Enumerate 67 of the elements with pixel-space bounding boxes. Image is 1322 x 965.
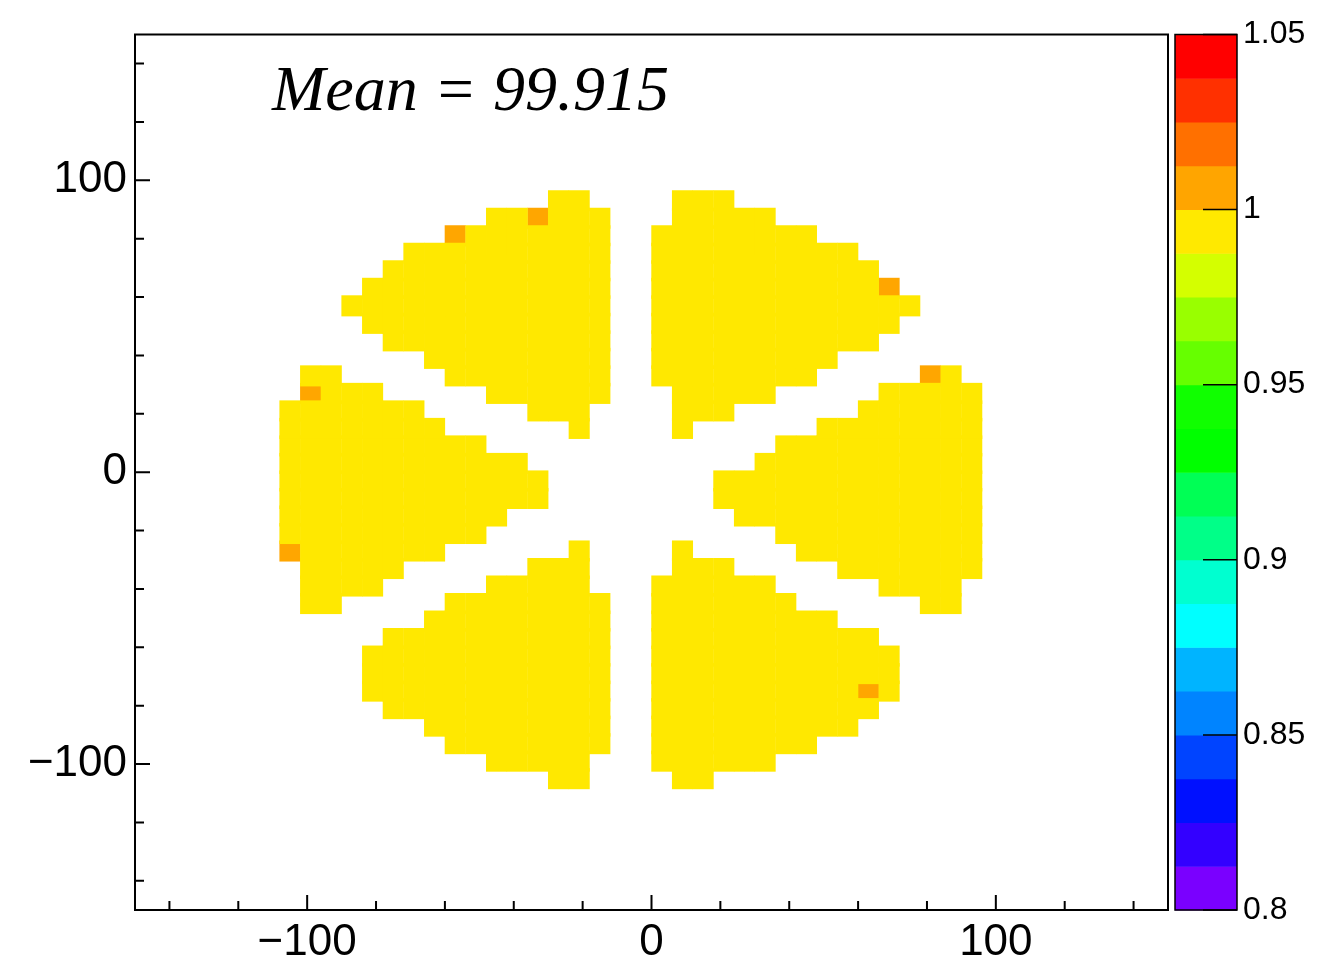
x-tick-label: 100 — [959, 914, 1033, 964]
point — [362, 277, 384, 299]
point — [320, 365, 342, 387]
point — [424, 610, 446, 632]
point — [589, 207, 611, 229]
point — [733, 207, 756, 229]
point — [878, 295, 900, 317]
point — [486, 207, 508, 229]
point — [382, 400, 404, 422]
point — [878, 382, 900, 404]
point — [589, 593, 611, 615]
color-bar-label: 0.9 — [1243, 539, 1288, 576]
point — [816, 242, 838, 264]
point — [651, 225, 673, 247]
color-bar-label: 0.85 — [1243, 714, 1306, 751]
point — [341, 295, 363, 317]
point — [506, 207, 528, 229]
point — [754, 452, 776, 474]
point — [382, 628, 404, 650]
point — [919, 382, 941, 404]
point — [444, 593, 466, 615]
x-tick-label: 0 — [639, 914, 664, 964]
y-tick-label: 100 — [53, 152, 127, 202]
point — [362, 645, 384, 667]
point — [424, 417, 446, 439]
point — [899, 295, 921, 317]
y-tick-label: −100 — [27, 736, 127, 786]
x-tick-label: −100 — [257, 914, 357, 964]
y-tick-label: 0 — [102, 444, 127, 494]
point — [940, 365, 962, 387]
point — [961, 382, 983, 404]
point — [671, 540, 694, 562]
point — [837, 417, 859, 439]
color-bar-label: 0.95 — [1243, 364, 1306, 401]
point — [816, 417, 838, 439]
point — [671, 190, 694, 212]
color-bar-label: 1.05 — [1243, 14, 1306, 51]
point — [775, 435, 797, 457]
point — [651, 575, 673, 597]
point — [382, 260, 404, 282]
point — [713, 470, 735, 492]
point — [816, 610, 838, 632]
point — [754, 207, 776, 229]
point — [837, 628, 859, 650]
point — [899, 382, 921, 404]
point — [444, 242, 466, 264]
point — [279, 400, 301, 422]
point — [486, 452, 508, 474]
point — [878, 645, 900, 667]
point — [300, 365, 322, 387]
point — [444, 435, 466, 457]
point — [857, 698, 879, 720]
point — [568, 540, 590, 562]
point — [527, 470, 549, 492]
annotation: Mean = 99.915 — [271, 53, 669, 125]
point — [527, 557, 549, 580]
color-bar-label: 1 — [1243, 189, 1261, 226]
point — [754, 575, 776, 597]
point — [506, 452, 528, 474]
color-bar-label: 0.8 — [1243, 889, 1288, 926]
point — [341, 382, 363, 404]
point — [424, 242, 446, 264]
point — [506, 575, 528, 597]
point — [403, 242, 425, 264]
point — [362, 382, 384, 404]
point — [568, 190, 590, 212]
point — [837, 242, 859, 264]
